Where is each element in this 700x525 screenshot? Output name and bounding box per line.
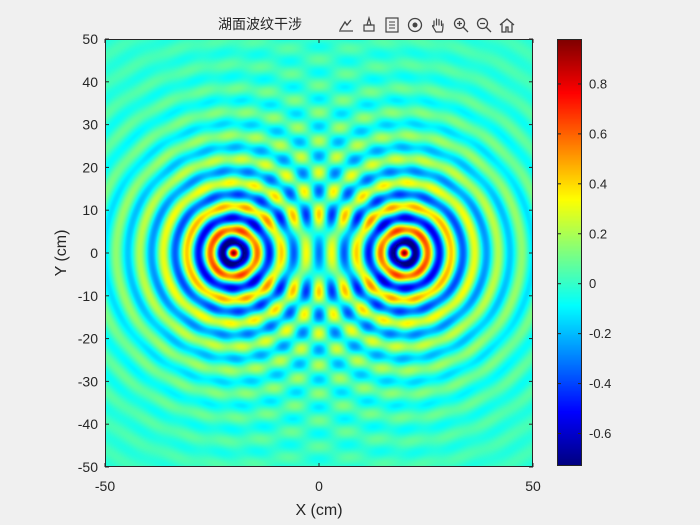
colorbar-tick-label: 0.2 [589,226,607,241]
y-axis: 50 40 30 20 10 0 -10 -20 -30 -40 -50 [78,31,533,475]
legend-icon[interactable] [381,14,402,35]
pan-hand-icon[interactable] [427,14,448,35]
home-icon[interactable] [496,14,517,35]
y-tick-label: 40 [82,74,98,90]
axes-box [105,39,533,467]
y-tick-label: -30 [78,373,98,389]
colorbar-tick-label: 0.4 [589,176,607,191]
colorbar-box [557,39,582,466]
y-tick-label: 0 [90,245,98,261]
chart-title: 湖面波纹干涉 [218,17,302,33]
y-tick-label: -10 [78,288,98,304]
colorbar-tick-label: 0.8 [589,76,607,91]
colorbar-tick-label: -0.4 [589,376,611,391]
colorbar-tick-label: -0.2 [589,326,611,341]
colorbar-tick-label: 0 [589,276,596,291]
y-tick-label: 10 [82,202,98,218]
y-tick-label: 20 [82,159,98,175]
x-tick-label: 50 [525,478,541,494]
x-tick-label: 0 [315,478,323,494]
colorbar-tick-label: -0.6 [589,426,611,441]
y-tick-label: -20 [78,331,98,347]
axes-toolbar [335,14,517,35]
y-axis-label: Y (cm) [53,230,70,277]
brush-icon[interactable] [358,14,379,35]
colorbar-gradient [557,39,582,466]
zoom-in-icon[interactable] [450,14,471,35]
x-tick-label: -50 [95,478,115,494]
y-tick-label: 50 [82,31,98,47]
y-tick-label: -50 [78,459,98,475]
y-tick-label: -40 [78,416,98,432]
colorbar-tick-label: 0.6 [589,126,607,141]
axes-frame [105,39,582,467]
x-axis-label: X (cm) [295,502,342,519]
colorbar-axis: 0.8 0.6 0.4 0.2 0 -0.2 -0.4 -0.6 [557,76,611,441]
data-tips-icon[interactable] [335,14,356,35]
zoom-out-icon[interactable] [473,14,494,35]
y-tick-label: 30 [82,117,98,133]
heatmap-image[interactable] [105,39,533,467]
rotate-icon[interactable] [404,14,425,35]
x-axis: -50 0 50 [95,39,541,494]
